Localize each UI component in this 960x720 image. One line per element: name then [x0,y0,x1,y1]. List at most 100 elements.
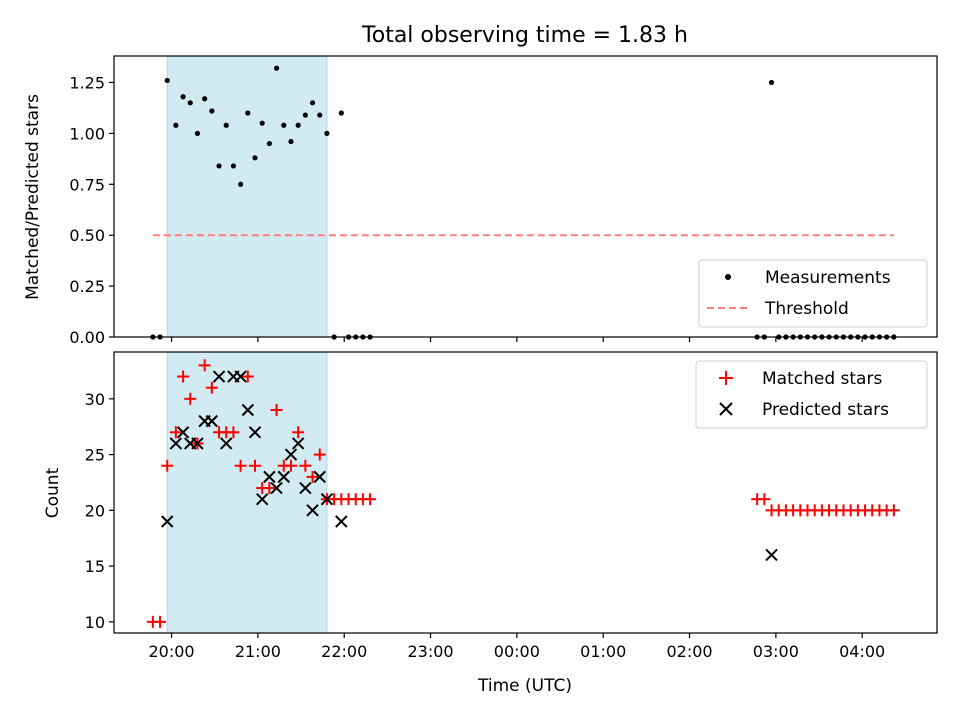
measurement-point [173,122,179,128]
predicted-star-point [191,437,204,450]
measurement-point [180,94,186,100]
measurement-point [252,155,258,161]
measurement-point [216,163,222,169]
ratio-panel-shade [166,55,328,338]
ratio-y-axis-label: Matched/Predicted stars [23,94,43,300]
y-tick-label: 10 [85,613,105,632]
predicted-star-point [176,426,190,439]
predicted-star-point [291,437,305,450]
chart-title: Total observing time = 1.83 h [361,23,688,48]
matched-star-point [292,426,305,439]
matched-star-point [169,426,182,439]
matched-star-point [241,370,254,383]
legend-predicted-swatch [719,402,733,416]
x-tick-label: 03:00 [753,642,799,661]
matched-star-point [205,381,218,394]
measurement-point [164,77,170,84]
y-tick-label: 30 [85,390,105,409]
matched-star-point [313,448,326,461]
predicted-star-point [169,437,183,450]
x-tick-label: 02:00 [666,642,712,661]
matched-star-point [299,459,312,472]
x-tick-label: 01:00 [580,642,626,661]
matched-star-point [364,493,377,506]
matched-star-point [184,392,197,405]
x-tick-label: 22:00 [321,642,367,661]
legend-threshold-label: Threshold [764,299,849,319]
predicted-star-point [284,448,298,461]
matched-star-point [234,459,247,472]
predicted-star-point [212,370,226,383]
predicted-star-point [320,492,334,506]
matched-star-point [177,370,190,383]
ratio-panel: 0.00 0.25 0.50 0.75 1.00 1.25 Matched/Predict… [23,55,938,347]
count-panel: 10 15 20 25 30 20:00 21:00 22:00 23:00 00:00 01:00… [43,351,938,696]
matched-star-point [227,426,240,439]
measurement-point [223,122,229,128]
measurement-point [230,163,237,169]
predicted-star-point [299,481,312,495]
y-tick-label: 15 [85,557,105,576]
count-legend: Matched stars Predicted stars [695,360,928,429]
measurement-point [187,100,193,106]
y-tick-label: 20 [85,501,105,520]
matched-star-point [270,403,283,416]
measurement-point [202,96,208,102]
legend-predicted-label: Predicted stars [762,400,889,420]
measurement-point [281,122,287,128]
x-tick-label: 04:00 [839,642,885,661]
ratio-legend-box [698,259,928,328]
measurement-point [273,65,280,71]
ratio-panel-frame [113,55,938,338]
ratio-legend: Measurements Threshold [698,259,928,328]
predicted-star-point [277,470,290,484]
measurement-point [295,122,301,128]
count-y-axis-label: Count [43,467,63,518]
matched-star-point [284,459,297,472]
predicted-star-point [255,492,269,506]
measurement-point [194,130,201,136]
measurement-point [309,100,316,106]
measurement-point [245,110,251,116]
measurement-point [259,120,265,126]
x-tick-label: 23:00 [407,642,453,661]
matched-star-point [263,482,276,495]
predicted-star-point [234,370,247,383]
measurement-point [324,130,330,136]
measurement-point [302,112,308,118]
measurement-point [338,110,344,116]
predicted-star-point [161,515,174,528]
count-panel-frame [113,351,938,634]
y-tick-label: 1.25 [69,73,105,92]
predicted-star-point [205,414,219,428]
predicted-star-point [220,437,233,450]
matched-star-point [887,504,900,517]
predicted-star-point [335,515,348,528]
matched-star-point [198,359,211,372]
predicted-star-point [248,426,262,439]
measurement-point [238,181,244,187]
legend-measurements-swatch [725,274,731,280]
measurement-point [317,112,323,118]
x-tick-label: 20:00 [148,642,194,661]
legend-matched-label: Matched stars [762,369,882,389]
predicted-star-point [313,470,326,484]
y-tick-label: 0.50 [69,226,105,245]
legend-measurements-label: Measurements [765,268,891,288]
count-legend-box [695,360,928,429]
predicted-star-point [241,403,255,417]
predicted-star-point [270,481,283,495]
y-tick-label: 0.00 [69,328,105,347]
measurement-point [209,108,215,114]
y-tick-label: 1.00 [69,124,105,143]
measurement-point [288,138,294,145]
matched-star-point [154,615,167,628]
y-tick-label: 0.25 [69,277,105,296]
matched-star-point [758,493,771,506]
matched-star-point [306,470,319,483]
predicted-star-point [263,470,276,484]
matched-star-point [249,459,262,472]
matched-star-point [161,459,174,472]
x-axis-label: Time (UTC) [477,676,572,696]
